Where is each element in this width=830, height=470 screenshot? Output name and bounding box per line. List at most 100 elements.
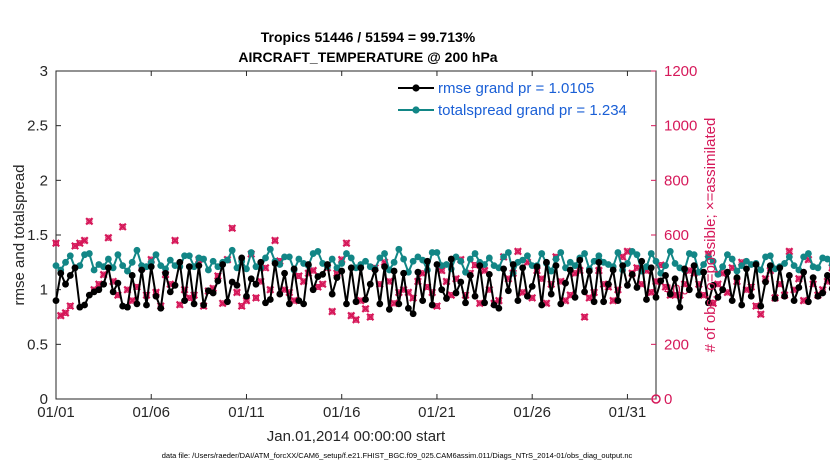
spread-point	[152, 251, 160, 259]
rmse-point	[171, 281, 179, 289]
rmse-point	[733, 274, 741, 282]
rmse-point	[195, 262, 203, 270]
rmse-point	[776, 264, 784, 272]
rmse-point	[538, 301, 546, 309]
rmse-point	[709, 281, 717, 289]
obs-point	[352, 315, 360, 324]
rmse-point	[519, 264, 527, 272]
obs-possible-marker	[171, 237, 179, 244]
obs-possible-marker	[295, 272, 302, 280]
rmse-point	[562, 279, 569, 287]
rmse-point	[824, 272, 830, 279]
rmse-point	[228, 278, 236, 286]
rmse-point	[190, 300, 198, 308]
rmse-point	[738, 301, 746, 309]
obs-possible-marker	[252, 294, 260, 301]
obs-possible-marker	[562, 297, 569, 304]
rmse-point	[247, 275, 255, 283]
rmse-point	[443, 295, 450, 302]
rmse-point	[743, 265, 750, 273]
rmse-point	[485, 270, 493, 278]
rmse-point	[471, 292, 479, 300]
rmse-point	[409, 310, 417, 318]
rmse-point	[590, 298, 598, 306]
rmse-point	[333, 274, 341, 282]
rmse-point	[600, 298, 608, 306]
spread-point	[666, 248, 674, 255]
rmse-point	[214, 277, 222, 285]
plot-area	[55, 70, 657, 400]
rmse-point	[243, 292, 250, 300]
rmse-point	[419, 297, 427, 304]
spread-point	[400, 255, 408, 263]
spread-point	[633, 251, 641, 259]
spread-point	[700, 261, 708, 268]
obs-possible-marker	[310, 267, 317, 274]
spread-point	[595, 252, 603, 260]
legend-spread-label: totalspread grand pr = 1.234	[438, 102, 627, 119]
rmse-point	[624, 281, 631, 289]
spread-point	[362, 257, 369, 265]
rmse-point	[543, 258, 550, 266]
x-tick-label: 01/11	[228, 404, 264, 421]
rmse-point	[647, 264, 655, 272]
rmse-point	[819, 289, 827, 297]
spread-point	[724, 251, 731, 259]
obs-possible-marker	[119, 223, 126, 230]
rmse-point	[495, 304, 503, 312]
spread-point	[785, 253, 793, 261]
right-tick-label: 600	[664, 227, 689, 244]
x-axis-ticks: 01/01 01/06 01/11 01/16 01/21 01/26 01/31	[37, 71, 646, 421]
spread-point	[243, 265, 250, 273]
obs-possible-marker	[586, 294, 593, 301]
rmse-point	[271, 260, 279, 267]
rmse-point	[619, 262, 627, 270]
rmse-point	[628, 270, 636, 278]
obs-possible-marker	[481, 267, 488, 274]
rmse-point	[85, 291, 93, 299]
x-tick-label: 01/16	[323, 404, 361, 421]
obs-point	[85, 217, 94, 226]
rmse-point	[281, 269, 288, 277]
footnote: data file: /Users/raeder/DAI/ATM_forcXX/…	[162, 451, 633, 460]
rmse-point	[52, 297, 60, 304]
obs-point	[513, 247, 522, 256]
rmse-point	[176, 258, 184, 266]
rmse-point	[724, 268, 731, 276]
spread-point	[790, 262, 798, 270]
x-axis-label: Jan.01,2014 00:00:00 start	[267, 428, 446, 445]
rmse-point	[785, 272, 793, 279]
spread-point	[500, 253, 508, 261]
right-tick-label: 1000	[664, 118, 697, 135]
rmse-point	[676, 303, 684, 311]
legend-rmse-label: rmse grand pr = 1.0105	[438, 80, 594, 97]
rmse-point	[685, 286, 693, 294]
spread-point	[224, 256, 231, 264]
rmse-point	[328, 290, 336, 298]
obs-point	[171, 236, 180, 245]
rmse-point	[404, 304, 412, 312]
obs-possible-marker	[52, 240, 60, 247]
rmse-point	[781, 292, 788, 300]
rmse-point	[138, 266, 146, 274]
obs-possible-marker	[343, 240, 350, 247]
rmse-point	[790, 297, 798, 304]
obs-point	[52, 239, 60, 248]
rmse-point	[219, 261, 227, 268]
spread-point	[285, 253, 293, 261]
rmse-point	[285, 300, 293, 308]
rmse-point	[366, 280, 374, 288]
obs-possible-marker	[229, 225, 236, 232]
spread-point	[462, 268, 469, 276]
rmse-point	[533, 263, 541, 271]
obs-possible-marker	[362, 305, 369, 312]
rmse-point	[238, 254, 246, 262]
obs-possible-marker	[429, 289, 436, 296]
spread-point	[85, 250, 93, 257]
rmse-point	[57, 269, 65, 277]
rmse-point	[324, 261, 331, 268]
spread-point	[433, 249, 441, 256]
spread-point	[647, 250, 655, 257]
